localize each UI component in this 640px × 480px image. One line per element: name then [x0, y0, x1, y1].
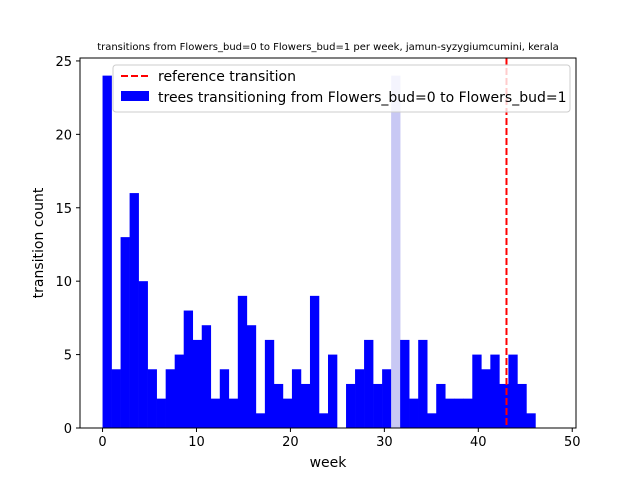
histogram-bar [183, 310, 194, 428]
histogram-bar [391, 75, 401, 428]
legend-bars-swatch [121, 91, 149, 101]
histogram-bar [273, 383, 284, 428]
histogram-bar [228, 398, 239, 428]
bars-group [102, 75, 536, 428]
legend-reference-label: reference transition [158, 69, 296, 85]
histogram-bar [364, 339, 374, 428]
histogram-bar [174, 354, 185, 428]
y-tick-label: 0 [64, 422, 72, 437]
x-axis-ticks: 0 10 20 30 40 50 [98, 428, 581, 450]
histogram-bar [508, 354, 518, 428]
histogram-bar [526, 413, 536, 428]
y-tick-label: 25 [55, 55, 72, 70]
histogram-bar [355, 369, 365, 428]
histogram-bar [102, 75, 112, 428]
y-axis-label: transition count [31, 187, 47, 298]
histogram-bar [210, 398, 221, 428]
legend: reference transition trees transitioning… [112, 64, 571, 113]
legend-box [112, 64, 571, 113]
histogram-bar [120, 237, 130, 428]
histogram-bar [418, 339, 428, 428]
histogram-bar [219, 369, 230, 428]
histogram-bar [490, 354, 500, 428]
histogram-bar [346, 383, 356, 428]
x-tick-label: 0 [98, 435, 106, 450]
y-tick-label: 10 [55, 275, 72, 290]
histogram-bar [147, 369, 157, 428]
histogram-bar [156, 398, 166, 428]
y-tick-label: 20 [55, 128, 72, 143]
histogram-bar [436, 383, 446, 428]
histogram-bar [382, 369, 392, 428]
x-tick-label: 10 [188, 435, 205, 450]
histogram-bar [400, 339, 410, 428]
histogram-bar [201, 325, 212, 428]
histogram-bar [246, 325, 257, 428]
histogram-bar [309, 295, 320, 428]
histogram-bar [318, 413, 329, 428]
histogram-bar [445, 398, 455, 428]
histogram-bar [409, 398, 419, 428]
y-tick-label: 15 [55, 202, 72, 217]
legend-bars-label: trees transitioning from Flowers_bud=0 t… [158, 90, 567, 106]
chart-title: transitions from Flowers_bud=0 to Flower… [97, 42, 559, 53]
histogram-bar [291, 369, 302, 428]
x-tick-label: 30 [376, 435, 393, 450]
x-axis-label: week [310, 455, 348, 471]
histogram-bar [165, 369, 175, 428]
histogram-bar [237, 295, 248, 428]
histogram-bar [264, 339, 275, 428]
histogram-bar [481, 369, 491, 428]
x-tick-label: 50 [564, 435, 581, 450]
histogram-bar [111, 369, 121, 428]
plot-frame [79, 57, 577, 429]
histogram-bar [255, 413, 266, 428]
histogram-bar [138, 281, 148, 428]
y-axis-ticks: 0 5 10 15 20 25 [55, 55, 80, 437]
histogram-bar [499, 383, 509, 428]
x-tick-label: 40 [470, 435, 487, 450]
histogram-bar [472, 354, 482, 428]
histogram-bar [328, 354, 338, 428]
histogram-bar [300, 383, 311, 428]
histogram-bar [427, 413, 437, 428]
x-tick-label: 20 [282, 435, 299, 450]
histogram-bar [129, 193, 139, 428]
histogram-bar [282, 398, 293, 428]
histogram-bar [463, 398, 473, 428]
histogram-bar [454, 398, 464, 428]
y-tick-label: 5 [64, 349, 72, 364]
histogram-bar [373, 383, 383, 428]
histogram-bar [192, 339, 203, 428]
histogram-bar [517, 383, 527, 428]
